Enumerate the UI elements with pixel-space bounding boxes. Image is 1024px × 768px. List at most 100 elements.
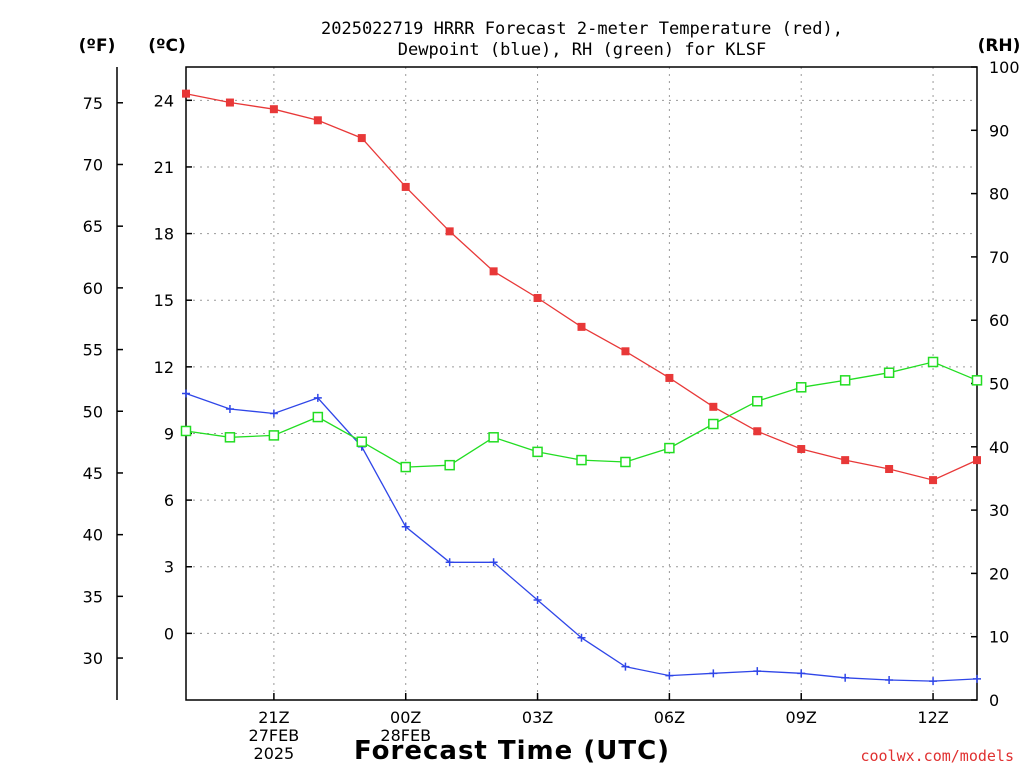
dewpoint-point [709,669,718,678]
temperature-point [533,293,542,302]
fahrenheit-tick-label: 75 [83,94,103,113]
celsius-tick-label: 18 [154,225,174,244]
x-tick-label: 12Z [917,708,948,727]
x-tick-label: 03Z [522,708,553,727]
celsius-tick-label: 0 [164,624,174,643]
celsius-tick-label: 24 [154,91,174,110]
temperature-point [709,402,718,411]
rh-tick-label: 40 [989,438,1009,457]
chart-subtitle: Dewpoint (blue), RH (green) for KLSF [398,40,766,60]
x-tick-label: 09Z [786,708,817,727]
temperature-point [929,476,938,485]
dewpoint-point [225,405,234,414]
dewpoint-point [665,671,674,680]
temperature-point [225,98,234,107]
celsius-unit-label: (ºC) [148,36,186,56]
rh-point [883,367,895,378]
rh-point [356,436,368,447]
rh-tick-label: 10 [989,628,1009,647]
fahrenheit-tick-label: 55 [83,341,103,360]
dewpoint-point [797,669,806,678]
rh-tick-label: 100 [989,58,1020,77]
rh-point [752,395,763,407]
rh-point [795,382,807,393]
rh-point [576,454,587,466]
temperature-point [577,322,586,331]
dewpoint-point [533,596,542,605]
x-tick-label: 28FEB [380,726,431,745]
fahrenheit-tick-label: 50 [83,402,103,421]
dewpoint-point [489,558,498,567]
credit-text: coolwx.com/models [860,747,1014,765]
rh-point [224,432,236,443]
rh-tick-label: 80 [989,185,1009,204]
rh-unit-label: (RH) [978,36,1021,56]
rh-point [927,356,939,368]
temperature-point [401,182,410,191]
celsius-tick-label: 15 [154,291,174,310]
dewpoint-point [973,674,981,683]
fahrenheit-tick-label: 60 [83,279,103,298]
temperature-point [445,227,454,236]
rh-point [839,375,851,386]
dewpoint-point [753,667,762,676]
rh-tick-label: 20 [989,564,1009,583]
dewpoint-point [269,409,278,418]
celsius-tick-label: 3 [164,558,174,577]
rh-point [971,375,983,386]
temperature-point [665,373,674,382]
celsius-tick-label: 12 [154,358,174,377]
celsius-tick-label: 21 [154,158,174,177]
rh-tick-label: 30 [989,501,1009,520]
temperature-point [269,105,278,114]
x-tick-label: 00Z [390,708,421,727]
dewpoint-point [445,558,454,567]
fahrenheit-tick-label: 30 [83,649,103,668]
x-axis-label: Forecast Time (UTC) [354,736,670,766]
x-tick-label: 06Z [654,708,685,727]
temperature-point [973,456,981,465]
rh-tick-label: 90 [989,121,1009,140]
temperature-point [797,445,806,454]
rh-point [400,461,411,473]
x-tick-label: 27FEB [249,726,300,745]
dewpoint-point [401,522,410,531]
x-tick-label: 2025 [254,744,295,763]
temperature-point [885,465,894,474]
rh-tick-label: 0 [989,691,999,710]
rh-point [268,430,280,441]
dewpoint-point [577,633,586,642]
dewpoint-point [182,389,190,398]
grid-lines [186,67,977,700]
temperature-point [357,134,366,143]
rh-point [444,459,455,471]
fahrenheit-unit-label: (ºF) [79,36,116,56]
rh-tick-label: 70 [989,248,1009,267]
rh-point [180,425,192,437]
temperature-point [489,267,498,276]
x-tick-label: 21Z [258,708,289,727]
plot-frame [185,66,978,701]
rh-line [185,361,978,468]
chart-title: 2025022719 HRRR Forecast 2-meter Tempera… [321,19,843,39]
axes: 30 35 40 45 50 55 60 65 70 75 0 3 6 9 12 15 18 21 24 0 10 20 3… [83,58,1020,710]
fahrenheit-tick-label: 70 [83,155,103,174]
celsius-tick-label: 6 [164,491,174,510]
data-series [180,89,983,686]
temperature-point [313,116,322,125]
temperature-point [182,89,190,98]
fahrenheit-tick-label: 35 [83,587,103,606]
dewpoint-point [621,662,630,671]
rh-tick-label: 60 [989,311,1009,330]
dewpoint-point [841,673,850,682]
rh-point [532,446,543,458]
rh-point [312,411,324,423]
rh-tick-label: 50 [989,375,1009,394]
temperature-point [841,456,850,465]
rh-point [620,456,631,468]
rh-point [708,418,719,430]
temperature-point [753,427,762,436]
dewpoint-point [313,393,322,402]
